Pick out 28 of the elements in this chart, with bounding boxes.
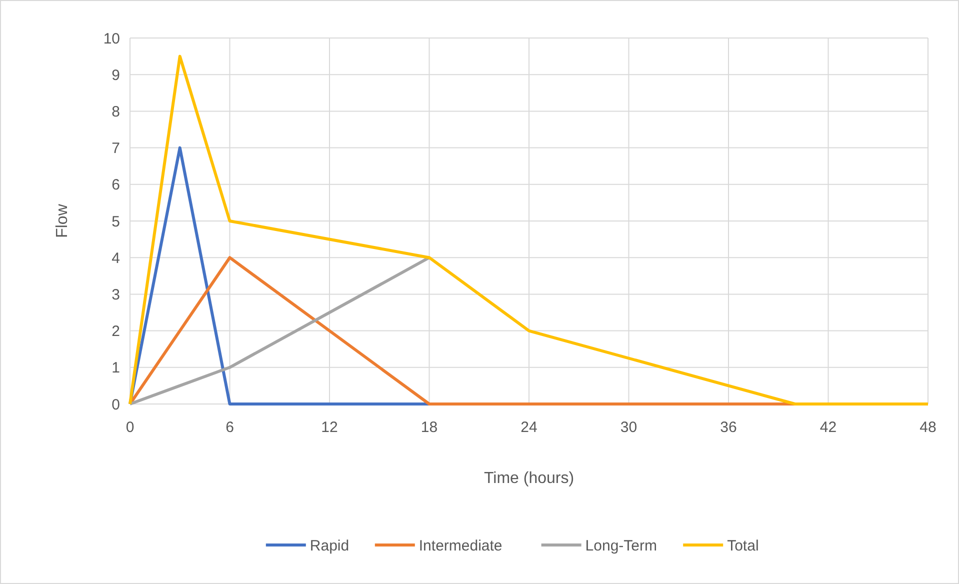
y-axis-title: Flow: [54, 204, 71, 238]
legend-label: Rapid: [310, 537, 350, 554]
legend-label: Long-Term: [585, 537, 658, 554]
y-tick-label: 2: [112, 323, 120, 340]
line-series: [128, 54, 930, 406]
x-tick-label: 12: [321, 419, 338, 436]
x-tick-label: 24: [520, 419, 538, 436]
x-tick-label: 18: [420, 419, 438, 436]
y-tick-label: 5: [112, 213, 120, 230]
y-tick-label: 8: [112, 103, 120, 120]
y-tick-label: 0: [112, 396, 120, 414]
line-series: [128, 256, 431, 406]
x-tick-label: 0: [126, 419, 134, 436]
x-tick-label: 6: [226, 419, 234, 436]
y-tick-label: 4: [112, 250, 120, 267]
x-tick-label: 48: [920, 419, 936, 436]
x-axis-title: Time (hours): [484, 470, 574, 487]
y-tick-label: 1: [112, 360, 120, 377]
x-tick-label: 42: [820, 419, 837, 436]
y-tick-label: 3: [112, 286, 120, 304]
y-tick-label: 9: [112, 66, 120, 84]
y-tick-label: 6: [112, 176, 120, 194]
y-tick-label: 10: [103, 30, 120, 48]
legend-label: Intermediate: [418, 537, 502, 554]
legend-label: Total: [727, 537, 759, 554]
x-tick-label: 30: [620, 419, 638, 436]
x-tick-label: 36: [720, 419, 737, 436]
y-tick-label: 7: [112, 140, 120, 158]
